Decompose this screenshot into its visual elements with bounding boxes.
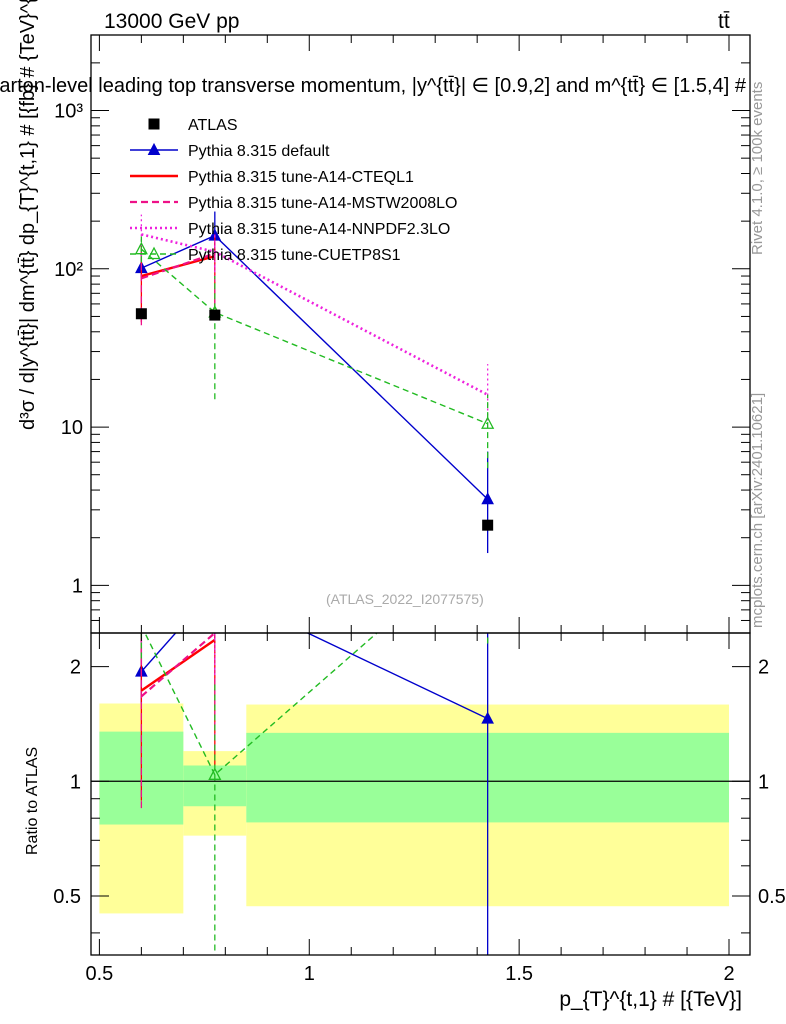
legend-data-marker xyxy=(148,118,160,130)
main-ylabel: d³σ / d|y^{tt̄}| dm^{tt̄} dp_{T}^{t,1} #… xyxy=(17,0,39,430)
atlas-data-point xyxy=(482,519,494,531)
ratio-frame xyxy=(90,632,751,956)
legend-data-label: ATLAS xyxy=(188,117,238,134)
axes: 0.5 1 1.5 2 1 10 10² 10³ 0.5 0.5 1 1 2 2 xyxy=(53,34,786,985)
legend-cteql1-label: Pythia 8.315 tune-A14-CTEQL1 xyxy=(188,169,414,186)
mcplots-label: mcplots.cern.ch [arXiv:2401.10621] xyxy=(749,393,766,628)
ratio-curves xyxy=(135,583,494,955)
main-y-tick-label: 10² xyxy=(54,259,83,281)
atlas-data-point xyxy=(135,308,147,320)
main-curves xyxy=(134,211,495,554)
legend-cuetp8s1-label: Pythia 8.315 tune-CUETP8S1 xyxy=(188,247,401,264)
ratio-uncertainty-bands xyxy=(91,703,750,914)
ratio-y-tick-label-right: 1 xyxy=(758,771,769,793)
ratio-y-tick-label: 2 xyxy=(70,657,81,679)
ratio-cuetp8s1-point xyxy=(208,767,222,780)
main-default-point xyxy=(481,492,494,505)
x-tick-label: 1 xyxy=(304,963,315,985)
ratio-default-line xyxy=(140,633,488,720)
main-cuetp8s1-line xyxy=(140,248,488,425)
rivet-label: Rivet 4.1.0, ≥ 100k events xyxy=(749,82,766,255)
legend-default-label: Pythia 8.315 default xyxy=(188,143,330,160)
ratio-y-tick-label-right: 2 xyxy=(758,657,769,679)
ratio-mstw-line xyxy=(140,633,216,698)
main-cuetp8s1-point xyxy=(481,416,495,429)
main-mstw-line xyxy=(141,252,216,280)
ratio-ylabel: Ratio to ATLAS xyxy=(24,747,41,855)
energy-label: 13000 GeV pp xyxy=(104,10,239,33)
ratio-y-tick-label: 1 xyxy=(70,771,81,793)
process-label: tt̄ xyxy=(718,10,730,33)
x-tick-label: 0.5 xyxy=(85,963,113,985)
main-y-tick-label: 1 xyxy=(72,575,83,597)
legend-cuetp8s1-marker xyxy=(147,246,161,260)
analysis-watermark: (ATLAS_2022_I2077575) xyxy=(326,591,484,607)
legend: ATLAS Pythia 8.315 default Pythia 8.315 tu… xyxy=(130,117,457,264)
main-default-line xyxy=(141,234,489,500)
ratio-y-tick-label: 0.5 xyxy=(53,886,81,908)
ratio-default-point xyxy=(209,583,220,594)
main-y-tick-label: 10 xyxy=(61,417,83,439)
main-y-tick-label: 10³ xyxy=(54,101,83,123)
atlas-data-points xyxy=(135,308,494,531)
x-tick-label: 1.5 xyxy=(505,963,533,985)
ratio-y-tick-label-right: 0.5 xyxy=(758,886,786,908)
x-tick-label: 2 xyxy=(723,963,734,985)
xlabel: p_{T}^{t,1} # [{TeV}] xyxy=(559,988,742,1011)
ratio-default-point xyxy=(481,711,494,724)
legend-default-marker xyxy=(147,142,161,155)
atlas-data-point xyxy=(209,309,221,321)
ratio-cuetp8s1-line xyxy=(144,633,378,776)
legend-nnpdf-label: Pythia 8.315 tune-A14-NNPDF2.3LO xyxy=(188,221,450,238)
legend-mstw-label: Pythia 8.315 tune-A14-MSTW2008LO xyxy=(188,195,457,212)
chart-title: Parton-level leading top transverse mome… xyxy=(0,75,747,97)
